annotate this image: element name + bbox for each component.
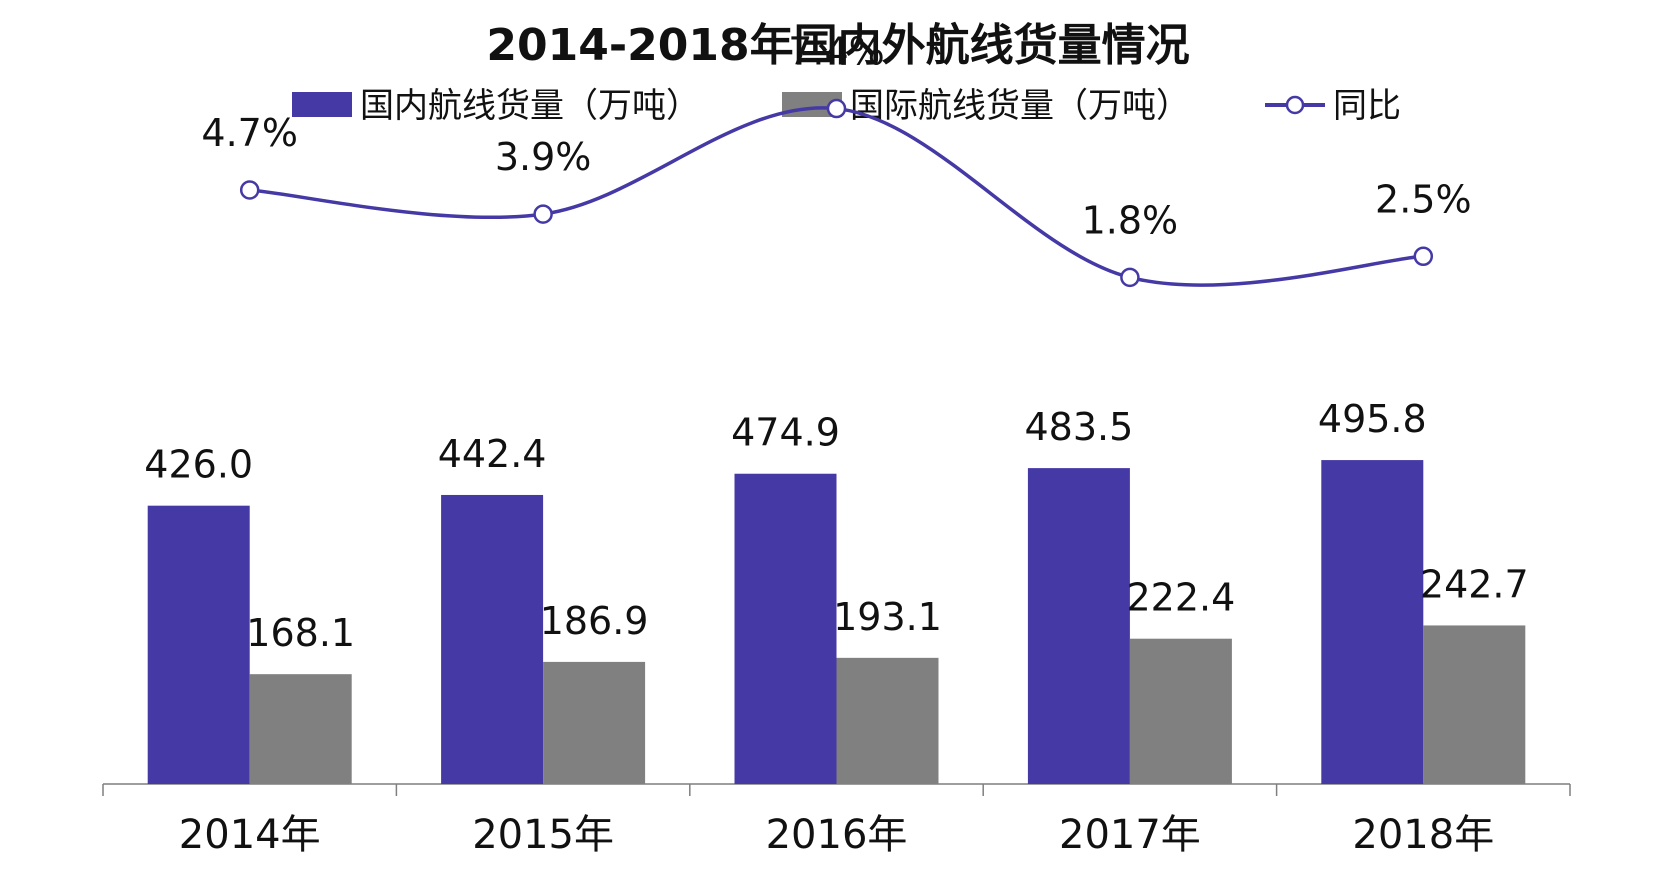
legend-swatch-domestic — [292, 92, 352, 117]
bar-labels: 426.0 168.1 442.4 186.9 474.9 193.1 483.5 222.4… — [144, 397, 1528, 655]
x-axis-labels: 2014年 2015年 2016年 2017年 2018年 — [179, 812, 1494, 858]
bar-label-international: 222.4 — [1127, 576, 1236, 620]
legend-label-international: 国际航线货量（万吨） — [850, 86, 1190, 126]
bar-international — [1423, 625, 1526, 784]
legend-marker-yoy — [1285, 95, 1305, 115]
bar-label-international: 242.7 — [1420, 562, 1529, 606]
x-tick-label: 2016年 — [766, 812, 908, 858]
bar-domestic — [147, 505, 250, 784]
bar-international — [543, 661, 646, 784]
bar-domestic — [441, 494, 544, 784]
yoy-line — [249, 106, 1424, 287]
bar-international — [836, 657, 939, 784]
bar-label-domestic: 426.0 — [144, 443, 253, 487]
yoy-label: 3.9% — [495, 135, 592, 179]
bar-label-domestic: 442.4 — [438, 432, 547, 476]
yoy-marker — [239, 180, 260, 200]
yoy-marker — [826, 98, 847, 119]
chart-title: 2014-2018年国内外航线货量情况 — [486, 20, 1189, 71]
x-axis-ticks — [102, 784, 1571, 796]
legend-label-yoy: 同比 — [1333, 86, 1401, 126]
bar-label-domestic: 483.5 — [1025, 405, 1134, 449]
bar-domestic — [734, 473, 837, 784]
bar-international — [1129, 638, 1232, 784]
x-tick-label: 2014年 — [179, 812, 321, 858]
x-tick-label: 2018年 — [1352, 812, 1494, 858]
bar-label-international: 193.1 — [833, 595, 942, 639]
legend-item-yoy: 同比 — [1265, 86, 1401, 126]
yoy-label: 1.8% — [1082, 198, 1179, 242]
bar-label-international: 186.9 — [540, 599, 649, 643]
yoy-labels: 4.7% 3.9% 7.4% 1.8% 2.5% — [201, 30, 1471, 243]
bar-label-domestic: 474.9 — [731, 411, 840, 455]
x-tick-label: 2017年 — [1059, 812, 1201, 858]
x-tick-label: 2015年 — [472, 812, 614, 858]
legend: 国内航线货量（万吨） 国际航线货量（万吨） 同比 — [292, 86, 1401, 126]
yoy-label: 2.5% — [1375, 177, 1472, 221]
legend-item-domestic: 国内航线货量（万吨） — [292, 86, 700, 126]
bar-label-international: 168.1 — [246, 611, 355, 655]
yoy-label: 4.7% — [201, 111, 298, 155]
yoy-markers — [239, 98, 1434, 288]
bar-domestic — [1027, 468, 1130, 784]
yoy-marker — [533, 204, 553, 224]
bar-domestic — [1321, 460, 1424, 784]
yoy-marker — [1120, 267, 1140, 288]
legend-label-domestic: 国内航线货量（万吨） — [360, 86, 700, 126]
yoy-label: 7.4% — [788, 30, 885, 74]
bars — [147, 460, 1526, 784]
bar-international — [249, 674, 352, 784]
yoy-marker — [1413, 246, 1434, 267]
bar-label-domestic: 495.8 — [1318, 397, 1427, 441]
